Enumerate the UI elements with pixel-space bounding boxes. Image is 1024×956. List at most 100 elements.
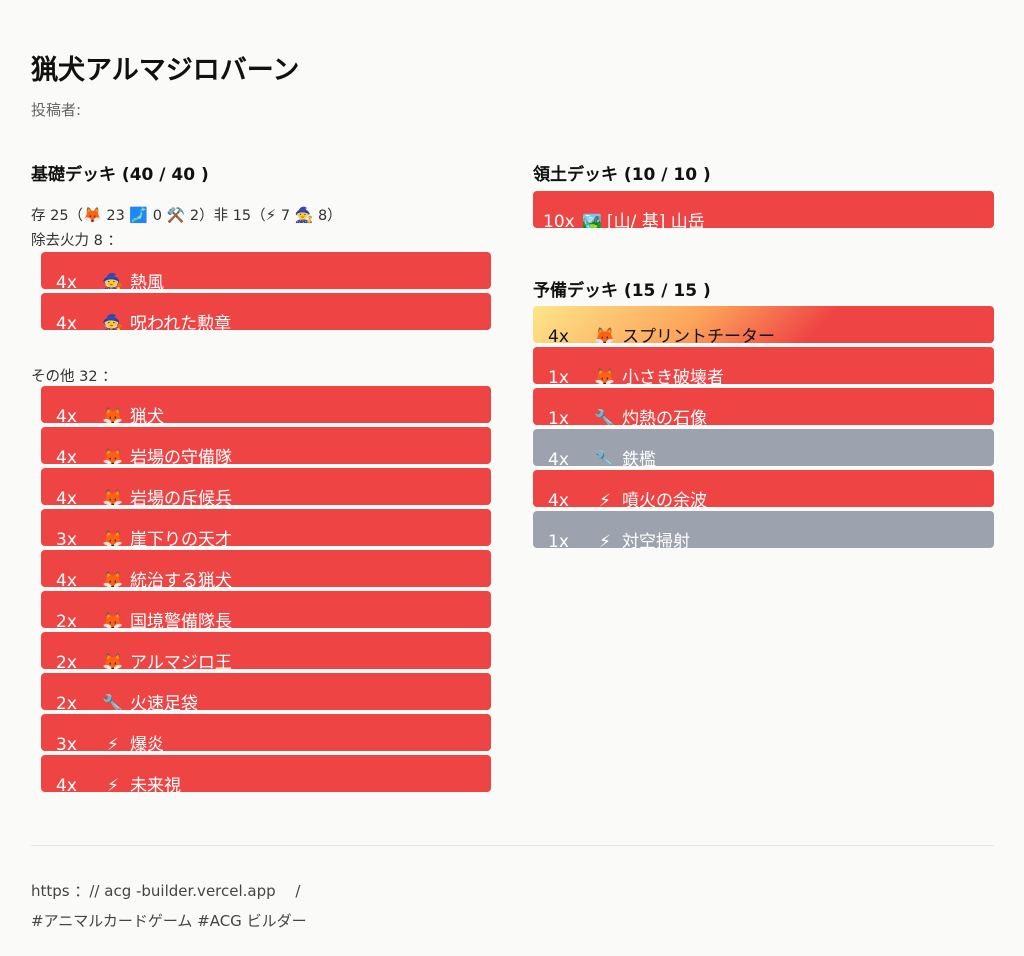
witch-count: 8） — [317, 208, 342, 224]
card-name[interactable]: 爆炎 — [130, 735, 164, 751]
card-name[interactable]: 熱風 — [130, 273, 164, 289]
fox-icon: 🦊 — [102, 530, 124, 546]
deck-page: 猟犬アルマジロバーン 投稿者: 基礎デッキ (40 / 40 ) 存 25（🦊 … — [31, 0, 994, 956]
base-deck-title: 基礎デッキ (40 / 40 ) — [31, 165, 209, 185]
wrench-icon: 🔧 — [594, 409, 616, 425]
card-name[interactable]: アルマジロ王 — [130, 653, 232, 669]
card-count: 1x — [548, 532, 569, 548]
base-deck-stats: 存 25（🦊 23 🗾 0 ⚒️ 2）非 15（⚡ 7 🧙 8） — [31, 204, 342, 227]
card-row[interactable]: 4x 🧙 呪われた勲章 — [41, 293, 491, 330]
bolt-icon: ⚡ — [107, 735, 119, 751]
footer-url[interactable]: https ：// acg -builder.vercel.app / — [31, 882, 301, 900]
wrench-icon: 🔧 — [102, 694, 124, 710]
deck-title: 猟犬アルマジロバーン — [31, 55, 300, 86]
creature-count-label: 存 25（ — [31, 208, 84, 224]
footer-divider — [31, 845, 994, 846]
fox-icon: 🦊 — [594, 327, 616, 343]
card-row[interactable]: 4x 🔧 鉄檻 — [533, 429, 994, 466]
card-row[interactable]: 3x 🦊 崖下りの天才 — [41, 509, 491, 546]
land-count: 0 — [152, 208, 162, 224]
card-count: 4x — [548, 327, 569, 343]
fox-icon: 🦊 — [102, 407, 124, 423]
card-name[interactable]: [山/ 基] 山岳 — [607, 212, 705, 228]
card-count: 1x — [548, 409, 569, 425]
bolt-icon: ⚡ — [599, 491, 611, 507]
card-row[interactable]: 4x ⚡ 未来視 — [41, 755, 491, 792]
card-count: 2x — [56, 694, 77, 710]
card-row[interactable]: 4x 🦊 岩場の守備隊 — [41, 427, 491, 464]
card-count: 3x — [56, 735, 77, 751]
card-count: 4x — [56, 448, 77, 464]
card-count: 4x — [548, 491, 569, 507]
card-count: 4x — [56, 407, 77, 423]
card-row[interactable]: 2x 🦊 国境警備隊長 — [41, 591, 491, 628]
card-count: 2x — [56, 612, 77, 628]
witch-icon: 🧙 — [102, 273, 124, 289]
card-name[interactable]: 統治する猟犬 — [130, 571, 232, 587]
fox-icon: 🦊 — [102, 653, 124, 669]
card-row[interactable]: 2x 🦊 アルマジロ王 — [41, 632, 491, 669]
card-count: 4x — [56, 571, 77, 587]
card-name[interactable]: 未来視 — [130, 776, 181, 792]
land-icon: 🗾 — [129, 206, 149, 224]
landscape-icon: 🏞️ — [582, 213, 602, 228]
card-count: 4x — [548, 450, 569, 466]
card-row[interactable]: 4x ⚡ 噴火の余波 — [533, 470, 994, 507]
card-count: 1x — [548, 368, 569, 384]
card-row[interactable]: 4x 🦊 スプリントチーター — [533, 306, 994, 343]
group-label-other: その他 32 ： — [31, 369, 117, 385]
card-list-other: 4x 🦊 猟犬 4x 🦊 岩場の守備隊 4x 🦊 岩場の斥候兵 3x 🦊 崖下りの天才 4x 🦊 統治する猟… — [41, 386, 491, 796]
card-count: 10x — [543, 212, 575, 228]
card-list-territory: 10x 🏞️ [山/ 基] 山岳 — [533, 191, 994, 228]
bolt-icon: ⚡ — [107, 776, 119, 792]
card-name[interactable]: 崖下りの天才 — [130, 530, 232, 546]
bolt-icon: ⚡ — [265, 206, 277, 224]
bolt-count: 7 — [280, 208, 291, 224]
footer-hashtags[interactable]: #アニマルカードゲーム #ACG ビルダー — [31, 912, 307, 930]
fox-count: 23 — [106, 208, 125, 224]
territory-deck-title: 領土デッキ (10 / 10 ) — [533, 165, 711, 185]
card-row[interactable]: 3x ⚡ 爆炎 — [41, 714, 491, 751]
card-name[interactable]: 猟犬 — [130, 407, 164, 423]
card-name[interactable]: 鉄檻 — [622, 450, 656, 466]
card-row[interactable]: 1x 🔧 灼熱の石像 — [533, 388, 994, 425]
card-row[interactable]: 2x 🔧 火速足袋 — [41, 673, 491, 710]
card-row[interactable]: 4x 🦊 統治する猟犬 — [41, 550, 491, 587]
card-name[interactable]: 岩場の斥候兵 — [130, 489, 232, 505]
card-row[interactable]: 4x 🦊 岩場の斥候兵 — [41, 468, 491, 505]
card-name[interactable]: 呪われた勲章 — [130, 314, 232, 330]
card-row[interactable]: 4x 🦊 猟犬 — [41, 386, 491, 423]
fox-icon: 🦊 — [102, 448, 124, 464]
card-name[interactable]: 灼熱の石像 — [622, 409, 707, 425]
card-name[interactable]: スプリントチーター — [622, 327, 775, 343]
poster-label: 投稿者: — [31, 101, 82, 119]
card-count: 3x — [56, 530, 77, 546]
card-row[interactable]: 1x 🦊 小さき破壊者 — [533, 347, 994, 384]
card-name[interactable]: 火速足袋 — [130, 694, 198, 710]
card-count: 2x — [56, 653, 77, 669]
wrench-icon: 🔧 — [594, 450, 616, 466]
card-name[interactable]: 小さき破壊者 — [622, 368, 724, 384]
card-name[interactable]: 対空掃射 — [622, 532, 690, 548]
reserve-deck-title: 予備デッキ (15 / 15 ) — [533, 281, 711, 301]
card-list-reserve: 4x 🦊 スプリントチーター 1x 🦊 小さき破壊者 1x 🔧 灼熱の石像 4x 🔧 鉄檻 4x ⚡ 噴火の… — [533, 306, 994, 552]
card-name[interactable]: 岩場の守備隊 — [130, 448, 232, 464]
witch-icon: 🧙 — [102, 314, 124, 330]
card-count: 4x — [56, 776, 77, 792]
fox-icon: 🦊 — [83, 206, 102, 224]
tool-icon: ⚒️ — [166, 206, 186, 224]
territory-card[interactable]: 10x 🏞️ [山/ 基] 山岳 — [533, 191, 994, 228]
fox-icon: 🦊 — [102, 489, 124, 505]
tool-count: 2）非 15（ — [189, 208, 266, 224]
fox-icon: 🦊 — [102, 612, 124, 628]
bolt-icon: ⚡ — [599, 532, 611, 548]
card-row[interactable]: 1x ⚡ 対空掃射 — [533, 511, 994, 548]
card-count: 4x — [56, 273, 77, 289]
card-name[interactable]: 噴火の余波 — [622, 491, 707, 507]
card-count: 4x — [56, 314, 77, 330]
card-list-removal: 4x 🧙 熱風 4x 🧙 呪われた勲章 — [41, 252, 491, 334]
fox-icon: 🦊 — [594, 368, 616, 384]
group-label-removal: 除去火力 8 ： — [31, 233, 122, 249]
card-row[interactable]: 4x 🧙 熱風 — [41, 252, 491, 289]
card-name[interactable]: 国境警備隊長 — [130, 612, 232, 628]
